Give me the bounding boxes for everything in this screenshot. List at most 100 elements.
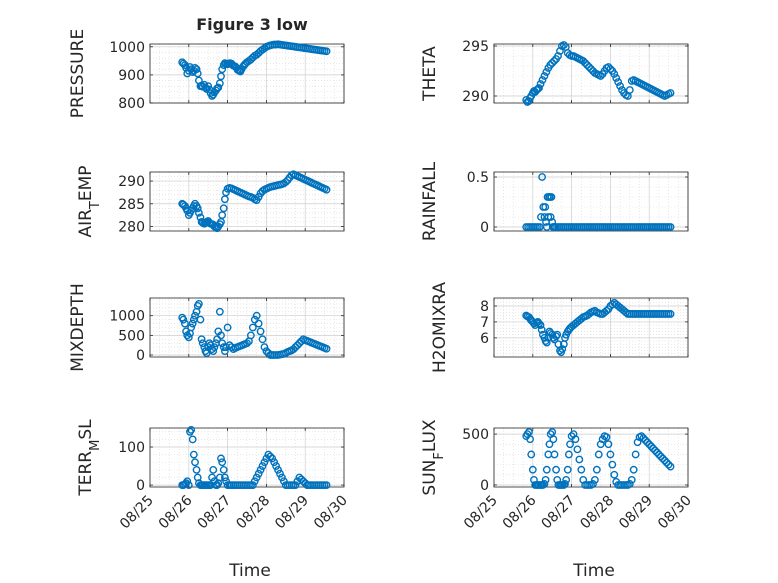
data-point [548,59,557,67]
data-point [204,82,213,91]
y-tick-label: 100 [118,440,145,456]
data-point [246,331,255,340]
y-axis-label: AIRTEMP [76,165,103,237]
axes-box [493,171,689,232]
data-point [579,57,588,65]
y-tick-label: 290 [118,174,145,190]
data-point [546,61,555,69]
data-point [573,445,582,454]
data-point [187,323,196,332]
data-point [536,80,545,88]
data-point [528,465,537,474]
data-point [548,428,557,436]
data-point [540,480,549,488]
data-point [183,477,192,486]
data-point [606,65,615,73]
data-point [191,311,199,320]
data-point [596,72,605,80]
data-point [550,450,559,459]
subplot-mixdepth: 0 500 1000 MIXDEPTH [68,283,345,372]
data-point [585,310,593,318]
data-point [614,78,623,86]
data-point [666,89,675,97]
y-tick-label: 0.5 [467,170,489,186]
data-point [558,345,567,353]
data-point [577,465,586,474]
data-point [218,65,227,74]
data-point [254,469,263,478]
data-point [587,65,595,73]
axes-box [149,171,345,232]
data-point [248,323,257,332]
data-point [604,63,613,71]
data-point [209,465,218,474]
data-point [256,327,265,336]
data-point [291,343,300,352]
data-point [260,458,269,467]
data-point [295,339,304,348]
data-point [666,310,675,318]
data-point [193,69,202,78]
data-point [647,442,656,451]
y-tick-label: 6 [480,331,489,347]
y-tick-label: 290 [462,89,489,105]
data-point [662,458,671,467]
data-point [666,223,675,231]
y-tick-label: 295 [462,39,489,55]
data-point [631,450,640,459]
data-point [660,456,669,465]
data-point [552,332,560,341]
data-point [192,65,201,74]
y-tick-label: 1000 [109,40,145,56]
data-point [535,84,543,92]
data-point [559,41,568,49]
data-point [219,465,228,474]
data-point [656,452,665,461]
data-point [566,440,574,449]
y-axis-label: SUNFLUX [420,419,447,496]
data-point [571,435,580,444]
data-point [256,465,265,474]
data-point [220,473,229,482]
data-point [254,319,263,328]
data-point [220,347,229,355]
data-point [260,343,269,352]
data-point [602,306,611,315]
data-point [187,425,196,434]
data-point [629,465,638,474]
data-point [536,321,545,330]
y-tick-label: 500 [118,328,145,344]
data-point [525,428,533,436]
data-point [666,462,675,471]
data-point [214,83,223,92]
data-point [191,458,199,467]
data-point [278,473,286,482]
data-point [218,458,227,467]
subplot-pressure: 800 900 1000 PRESSURE [68,29,345,118]
data-point [218,211,227,220]
axes-box [493,297,689,358]
data-point [262,347,271,355]
data-point [546,213,555,221]
data-point [179,315,188,324]
data-point [291,481,300,489]
data-point [612,74,621,82]
data-point [637,432,646,441]
data-point [577,314,586,323]
y-tick-label: 500 [462,427,489,443]
data-point [581,59,590,67]
data-point [197,335,206,344]
y-tick-label: 0 [480,220,489,236]
subplot-theta: 290 295 THETA [420,39,689,106]
data-point [625,480,634,488]
data-point [658,454,667,463]
data-point [541,203,550,211]
data-point [215,307,224,316]
y-axis-label: MIXDEPTH [68,283,88,372]
data-point [606,450,615,459]
y-tick-label: 0 [136,348,145,364]
data-point [281,178,290,186]
data-point [268,454,277,463]
data-point [653,448,661,457]
